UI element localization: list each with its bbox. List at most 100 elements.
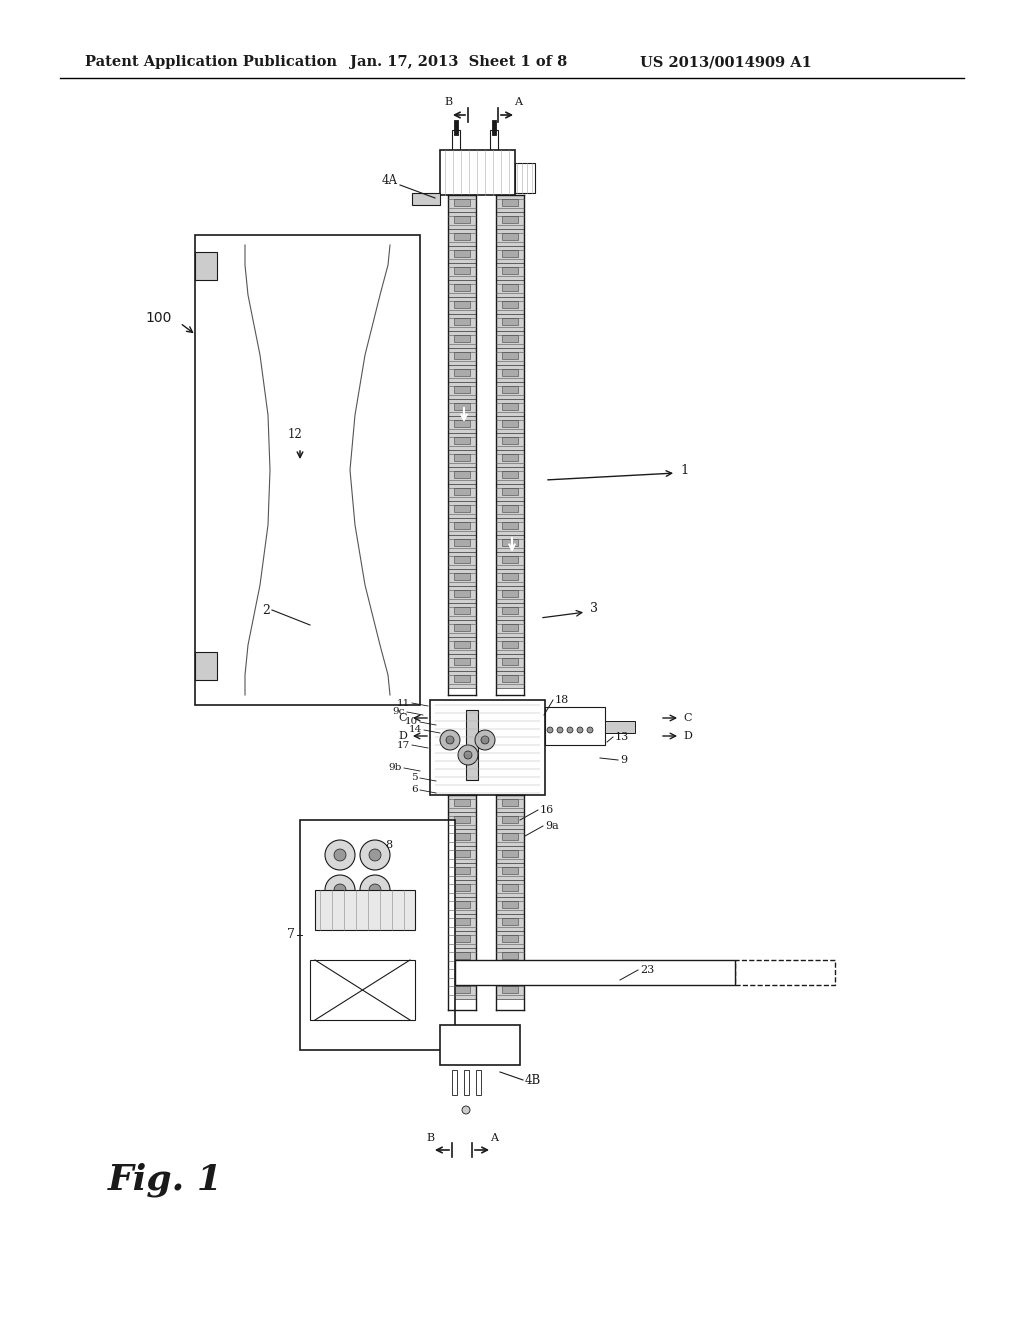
Bar xyxy=(449,620,476,638)
Text: 6: 6 xyxy=(412,785,418,795)
Bar xyxy=(449,829,476,846)
Bar xyxy=(449,381,476,399)
Bar xyxy=(454,833,470,840)
Circle shape xyxy=(334,884,346,896)
Bar xyxy=(496,467,524,484)
Bar xyxy=(440,150,515,195)
Text: B: B xyxy=(444,96,452,107)
Bar xyxy=(449,263,476,280)
Bar xyxy=(454,199,470,206)
Bar xyxy=(449,653,476,671)
Bar xyxy=(496,812,524,829)
Bar xyxy=(502,952,518,960)
Text: D: D xyxy=(398,731,407,741)
Bar xyxy=(502,506,518,512)
Bar xyxy=(455,960,735,985)
Bar xyxy=(454,335,470,342)
Text: 8: 8 xyxy=(385,840,392,850)
Bar xyxy=(735,960,835,985)
Bar xyxy=(454,539,470,546)
Bar xyxy=(454,352,470,359)
Bar xyxy=(449,484,476,502)
Bar xyxy=(412,193,440,205)
Bar xyxy=(496,535,524,552)
Bar xyxy=(496,965,524,982)
Bar xyxy=(496,552,524,569)
Bar xyxy=(496,586,524,603)
Bar xyxy=(454,234,470,240)
Bar xyxy=(449,898,476,913)
Bar xyxy=(502,352,518,359)
Bar xyxy=(454,454,470,461)
Bar xyxy=(502,657,518,665)
Bar xyxy=(545,708,605,744)
Bar xyxy=(502,420,518,426)
Bar xyxy=(496,433,524,450)
Text: C: C xyxy=(683,713,691,723)
Bar xyxy=(496,795,524,812)
Text: 11: 11 xyxy=(396,698,410,708)
Bar xyxy=(496,263,524,280)
Text: C: C xyxy=(398,713,407,723)
Text: B: B xyxy=(426,1133,434,1143)
Bar xyxy=(449,297,476,314)
Bar xyxy=(454,216,470,223)
Bar xyxy=(315,890,415,931)
Text: 16: 16 xyxy=(540,805,554,814)
Text: 100: 100 xyxy=(145,312,172,325)
Bar xyxy=(454,799,470,807)
Bar xyxy=(496,280,524,297)
Bar xyxy=(454,969,470,975)
Bar xyxy=(496,297,524,314)
Bar xyxy=(496,228,524,246)
Bar xyxy=(449,331,476,348)
Circle shape xyxy=(325,840,355,870)
Bar xyxy=(195,652,217,680)
Bar xyxy=(502,267,518,275)
Bar xyxy=(454,267,470,275)
Circle shape xyxy=(360,875,390,906)
Bar xyxy=(449,535,476,552)
Bar xyxy=(454,590,470,597)
Bar xyxy=(449,552,476,569)
Bar xyxy=(454,573,470,579)
Bar xyxy=(449,982,476,999)
Bar xyxy=(440,1026,520,1065)
Bar xyxy=(449,948,476,965)
Bar xyxy=(449,517,476,535)
Bar xyxy=(449,450,476,467)
Bar xyxy=(502,284,518,290)
Bar xyxy=(496,603,524,620)
Bar xyxy=(454,917,470,925)
Bar xyxy=(492,120,496,135)
Text: 23: 23 xyxy=(640,965,654,975)
Circle shape xyxy=(481,737,489,744)
Circle shape xyxy=(547,727,553,733)
Bar xyxy=(449,467,476,484)
Text: 9: 9 xyxy=(620,755,627,766)
Bar xyxy=(502,884,518,891)
Bar xyxy=(502,642,518,648)
Bar xyxy=(496,829,524,846)
Bar xyxy=(496,195,524,213)
Bar xyxy=(502,816,518,822)
Bar xyxy=(502,437,518,444)
Bar xyxy=(496,863,524,880)
Bar xyxy=(502,385,518,393)
Bar xyxy=(454,318,470,325)
Bar xyxy=(449,812,476,829)
Bar xyxy=(454,249,470,257)
Bar xyxy=(496,502,524,517)
Circle shape xyxy=(567,727,573,733)
Bar xyxy=(310,960,415,1020)
Bar xyxy=(502,833,518,840)
Bar xyxy=(454,403,470,411)
Bar xyxy=(502,675,518,682)
Bar xyxy=(496,671,524,688)
Bar xyxy=(449,433,476,450)
Bar xyxy=(502,216,518,223)
Bar xyxy=(496,846,524,863)
Bar xyxy=(502,556,518,564)
Bar xyxy=(502,521,518,529)
Bar xyxy=(449,846,476,863)
